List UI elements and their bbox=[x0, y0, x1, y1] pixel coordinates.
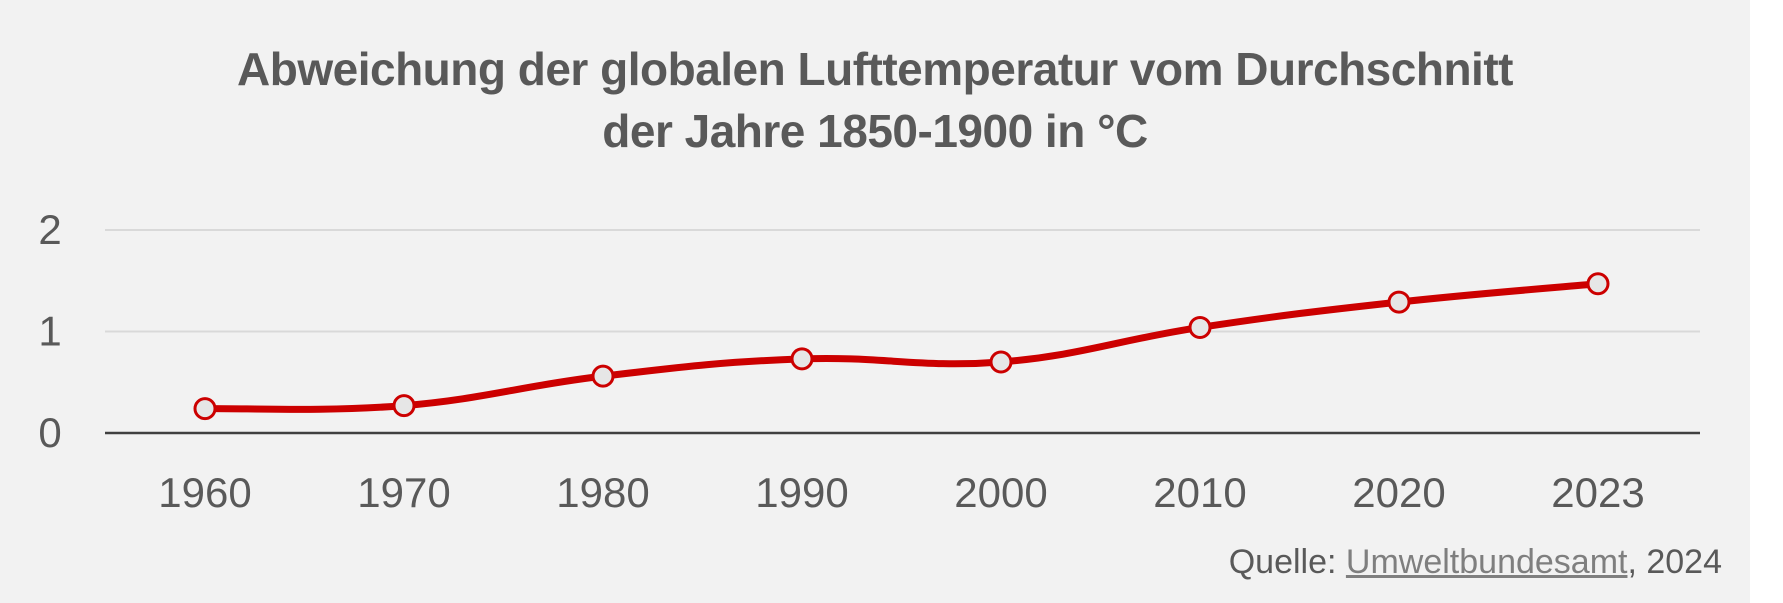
y-axis-ticks: 0 1 2 bbox=[38, 206, 61, 456]
data-point bbox=[1586, 272, 1610, 296]
source-prefix: Quelle: bbox=[1228, 543, 1346, 581]
x-tick-label: 1980 bbox=[556, 469, 649, 516]
chart-title-line-2: der Jahre 1850-1900 in °C bbox=[602, 105, 1148, 157]
data-point bbox=[392, 394, 416, 418]
x-axis-ticks: 1960 1970 1980 1990 2000 2010 2020 2023 bbox=[158, 469, 1644, 516]
source-link[interactable]: Umweltbundesamt bbox=[1345, 543, 1628, 581]
data-point bbox=[1188, 315, 1212, 339]
chart-title: Abweichung der globalen Lufttemperatur v… bbox=[0, 38, 1750, 162]
y-tick-label: 0 bbox=[38, 409, 61, 456]
x-tick-label: 2023 bbox=[1551, 469, 1644, 516]
source-credit: Quelle: Umweltbundesamt, 2024 bbox=[1229, 540, 1722, 584]
x-tick-label: 2000 bbox=[954, 469, 1047, 516]
x-tick-label: 1960 bbox=[158, 469, 251, 516]
data-point bbox=[790, 347, 814, 371]
series-line bbox=[201, 280, 1602, 413]
gridlines bbox=[105, 229, 1700, 435]
data-point bbox=[989, 350, 1013, 374]
x-tick-label: 1970 bbox=[357, 469, 450, 516]
x-tick-label: 2010 bbox=[1153, 469, 1246, 516]
data-point bbox=[591, 364, 615, 388]
y-tick-label: 2 bbox=[38, 206, 61, 253]
x-tick-label: 1990 bbox=[755, 469, 848, 516]
chart-title-line-1: Abweichung der globalen Lufttemperatur v… bbox=[237, 43, 1513, 95]
source-suffix: , 2024 bbox=[1627, 543, 1722, 581]
x-tick-label: 2020 bbox=[1352, 469, 1445, 516]
series-layer bbox=[193, 272, 1610, 421]
y-tick-label: 1 bbox=[38, 308, 61, 355]
data-point bbox=[193, 397, 217, 421]
data-point bbox=[1387, 290, 1411, 314]
